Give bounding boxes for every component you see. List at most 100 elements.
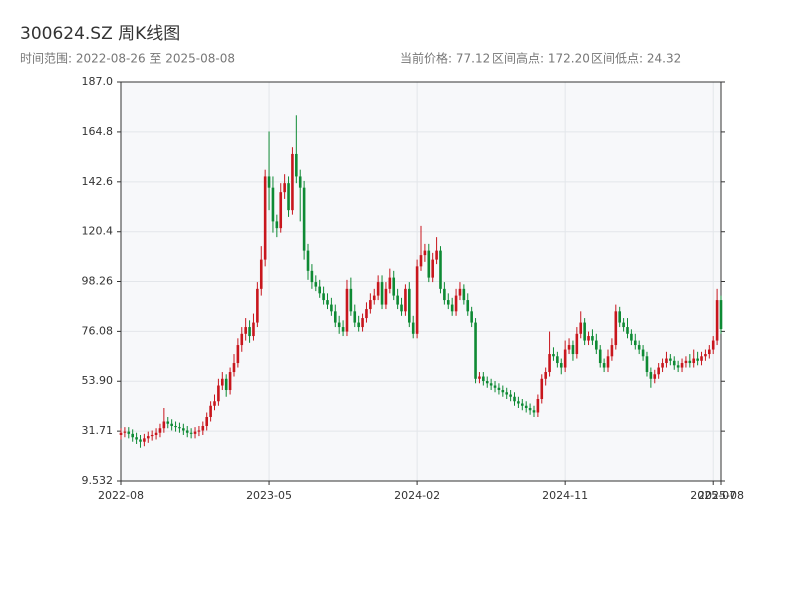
candle-body (193, 431, 197, 434)
candle-body (532, 410, 536, 413)
candle-body (298, 176, 302, 188)
candle-body (220, 378, 224, 386)
candle-body (540, 378, 544, 400)
candle-body (376, 282, 380, 296)
candle-body (548, 354, 551, 373)
candle-body (579, 322, 583, 334)
candle-body (583, 322, 586, 341)
candle-body (357, 322, 360, 328)
candle-body (439, 250, 442, 289)
candle-body (657, 367, 660, 375)
candle-body (279, 192, 283, 229)
candle-body (536, 399, 540, 413)
candle-body (139, 439, 142, 442)
candle-body (283, 183, 286, 193)
candle-body (369, 300, 372, 310)
candle-body (680, 363, 684, 368)
candle-body (326, 300, 329, 305)
candle-body (610, 345, 614, 357)
y-tick-label: 31.71 (82, 424, 114, 437)
candle-body (384, 288, 388, 305)
stat: 当前价格: 77.12 (400, 51, 490, 66)
candle-body (575, 333, 579, 355)
candle-body (275, 221, 279, 229)
x-tick-label: 2025-08 (698, 489, 744, 502)
candle-body (653, 374, 657, 379)
candle-body (544, 372, 547, 379)
candle-body (509, 394, 512, 397)
candle-body (345, 288, 349, 332)
candle-body (641, 349, 645, 357)
candle-body (466, 300, 470, 312)
candle-body (372, 295, 376, 301)
candle-body (637, 345, 641, 350)
x-tick-label: 2024-02 (394, 489, 440, 502)
candle-body (696, 358, 699, 361)
candle-body (649, 372, 653, 379)
candle-body (209, 405, 212, 417)
candle-body (427, 250, 431, 278)
candle-body (513, 396, 516, 402)
candle-body (602, 363, 606, 368)
candle-body (462, 288, 466, 301)
candle-body (419, 255, 423, 267)
candle-body (400, 304, 403, 312)
candle-body (123, 431, 127, 433)
candle-body (715, 300, 719, 341)
candle-body (295, 153, 298, 177)
candle-body (692, 358, 696, 364)
candle-body (567, 345, 571, 350)
stat: 区间高点: 172.20 (492, 51, 590, 66)
candle-body (524, 405, 528, 409)
candle-body (318, 286, 322, 294)
candle-body (150, 434, 154, 437)
candle-body (396, 295, 399, 305)
candle-body (719, 300, 723, 330)
candle-body (505, 392, 509, 395)
y-tick-label: 53.90 (82, 374, 114, 387)
candle-body (485, 381, 489, 384)
candle-body (528, 408, 532, 411)
candle-body (341, 327, 345, 332)
candle-body (302, 187, 306, 251)
candle-body (559, 363, 563, 368)
candle-body (361, 318, 364, 328)
candle-body (665, 358, 668, 364)
candle-body (170, 423, 173, 426)
candle-body (143, 438, 146, 442)
candle-body (435, 250, 438, 260)
candle-body (244, 327, 247, 334)
candle-body (587, 336, 590, 341)
chart-title: 300624.SZ 周K线图 (20, 24, 180, 44)
candle-body (708, 349, 711, 355)
candle-body (248, 327, 251, 337)
candle-body (454, 295, 458, 312)
candle-body (622, 322, 625, 328)
y-tick-label: 9.532 (82, 474, 114, 487)
candle-body (626, 327, 629, 334)
candle-body (598, 349, 602, 364)
x-tick-label: 2022-08 (98, 489, 144, 502)
candle-body (158, 428, 162, 433)
candle-body (353, 311, 357, 323)
candle-body (493, 385, 497, 388)
plot-frame (120, 81, 722, 482)
candle-body (228, 372, 232, 391)
candle-body (240, 333, 244, 346)
y-tick-label: 76.08 (82, 324, 114, 337)
candle-body (306, 250, 310, 271)
candle-body (552, 354, 555, 357)
candle-body (217, 385, 220, 402)
candle-body (411, 322, 415, 334)
candle-body (489, 383, 493, 386)
candle-body (688, 360, 692, 364)
candle-body (380, 282, 384, 305)
candle-body (571, 345, 575, 355)
candle-body (178, 427, 181, 429)
candle-body (450, 304, 454, 312)
candle-body (423, 250, 427, 256)
candle-body (482, 376, 485, 382)
candle-body (365, 309, 368, 319)
candle-body (672, 360, 676, 366)
candle-body (135, 437, 138, 440)
